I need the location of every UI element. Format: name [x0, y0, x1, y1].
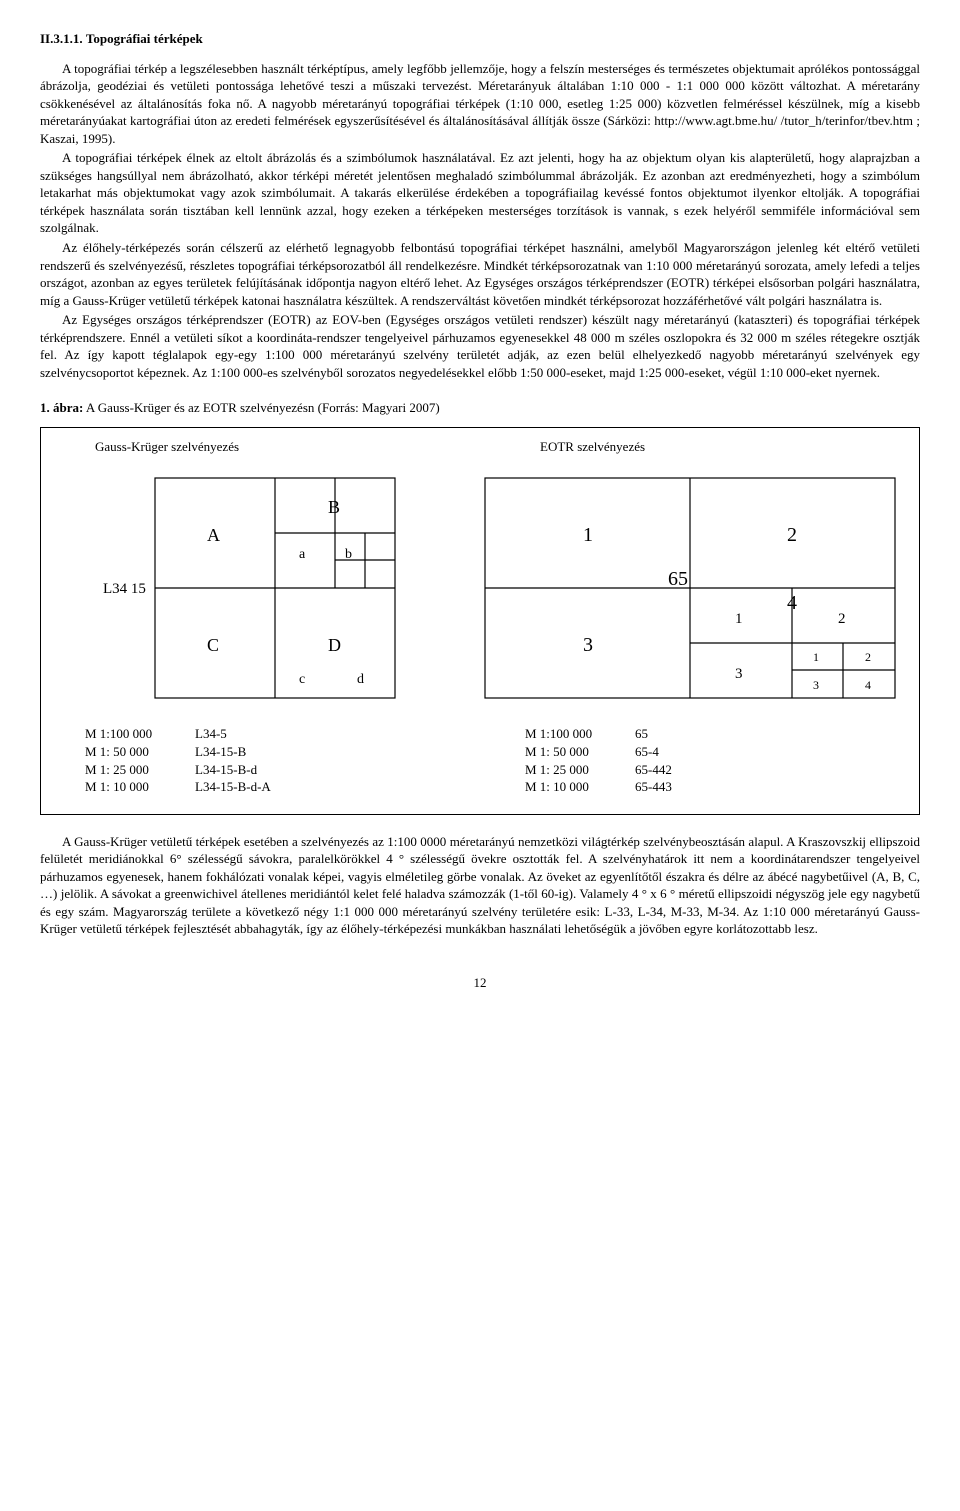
eotr-scale-map: M 1:100 00065 M 1: 50 00065-4 M 1: 25 00…	[465, 725, 905, 795]
table-row: M 1: 25 00065-442	[525, 761, 905, 779]
table-row: M 1:100 00065	[525, 725, 905, 743]
eotr-4: 4	[787, 592, 797, 614]
section-number: II.3.1.1.	[40, 31, 83, 46]
gk-L34: L34 15	[103, 581, 146, 597]
table-row: M 1: 50 00065-4	[525, 743, 905, 761]
gk-b: b	[345, 547, 352, 562]
section-title: Topográfiai térképek	[86, 31, 203, 46]
paragraph-2: A topográfiai térképek élnek az eltolt á…	[40, 149, 920, 237]
eotr-t1: 1	[813, 650, 819, 664]
table-row: M 1:100 000L34-5	[85, 725, 465, 743]
table-row: M 1: 25 000L34-15-B-d	[85, 761, 465, 779]
eotr-s3: 3	[735, 666, 743, 682]
eotr-diagram: 1 2 3 4 1 2 3 1 2 3 4 65	[475, 463, 905, 713]
eotr-t3: 3	[813, 678, 819, 692]
eotr-t2: 2	[865, 650, 871, 664]
eotr-label: EOTR szelvényezés	[460, 438, 905, 456]
page-number: 12	[40, 974, 920, 992]
eotr-2: 2	[787, 524, 797, 546]
eotr-t4: 4	[865, 678, 871, 692]
figure-scale-map: M 1:100 000L34-5 M 1: 50 000L34-15-B M 1…	[55, 725, 905, 795]
gk-B: B	[328, 497, 340, 517]
eotr-s2: 2	[838, 611, 846, 627]
gk-D: D	[328, 635, 341, 655]
table-row: M 1: 10 00065-443	[525, 778, 905, 796]
figure-1: Gauss-Krüger szelvényezés EOTR szelvénye…	[40, 427, 920, 815]
gk-scale-map: M 1:100 000L34-5 M 1: 50 000L34-15-B M 1…	[55, 725, 465, 795]
figure-caption: 1. ábra: A Gauss-Krüger és az EOTR szelv…	[40, 399, 920, 417]
paragraph-3: Az élőhely-térképezés során célszerű az …	[40, 239, 920, 309]
gk-A: A	[207, 525, 220, 545]
gk-a: a	[299, 547, 306, 562]
gk-c: c	[299, 672, 305, 687]
eotr-1: 1	[583, 524, 593, 546]
gk-C: C	[207, 635, 219, 655]
paragraph-5: A Gauss-Krüger vetületű térképek esetébe…	[40, 833, 920, 938]
eotr-3: 3	[583, 634, 593, 656]
eotr-s1: 1	[735, 611, 743, 627]
gk-label: Gauss-Krüger szelvényezés	[55, 438, 460, 456]
section-heading: II.3.1.1. Topográfiai térképek	[40, 30, 920, 48]
table-row: M 1: 10 000L34-15-B-d-A	[85, 778, 465, 796]
figure-caption-num: 1. ábra:	[40, 400, 83, 415]
paragraph-1: A topográfiai térkép a legszélesebben ha…	[40, 60, 920, 148]
paragraph-4: Az Egységes országos térképrendszer (EOT…	[40, 311, 920, 381]
gk-d: d	[357, 672, 364, 687]
figure-labels: Gauss-Krüger szelvényezés EOTR szelvénye…	[55, 438, 905, 456]
gk-diagram: A B C D a b c d L34 15	[55, 463, 475, 713]
table-row: M 1: 50 000L34-15-B	[85, 743, 465, 761]
figure-caption-text: A Gauss-Krüger és az EOTR szelvényezésn …	[83, 400, 439, 415]
eotr-65: 65	[668, 568, 688, 590]
